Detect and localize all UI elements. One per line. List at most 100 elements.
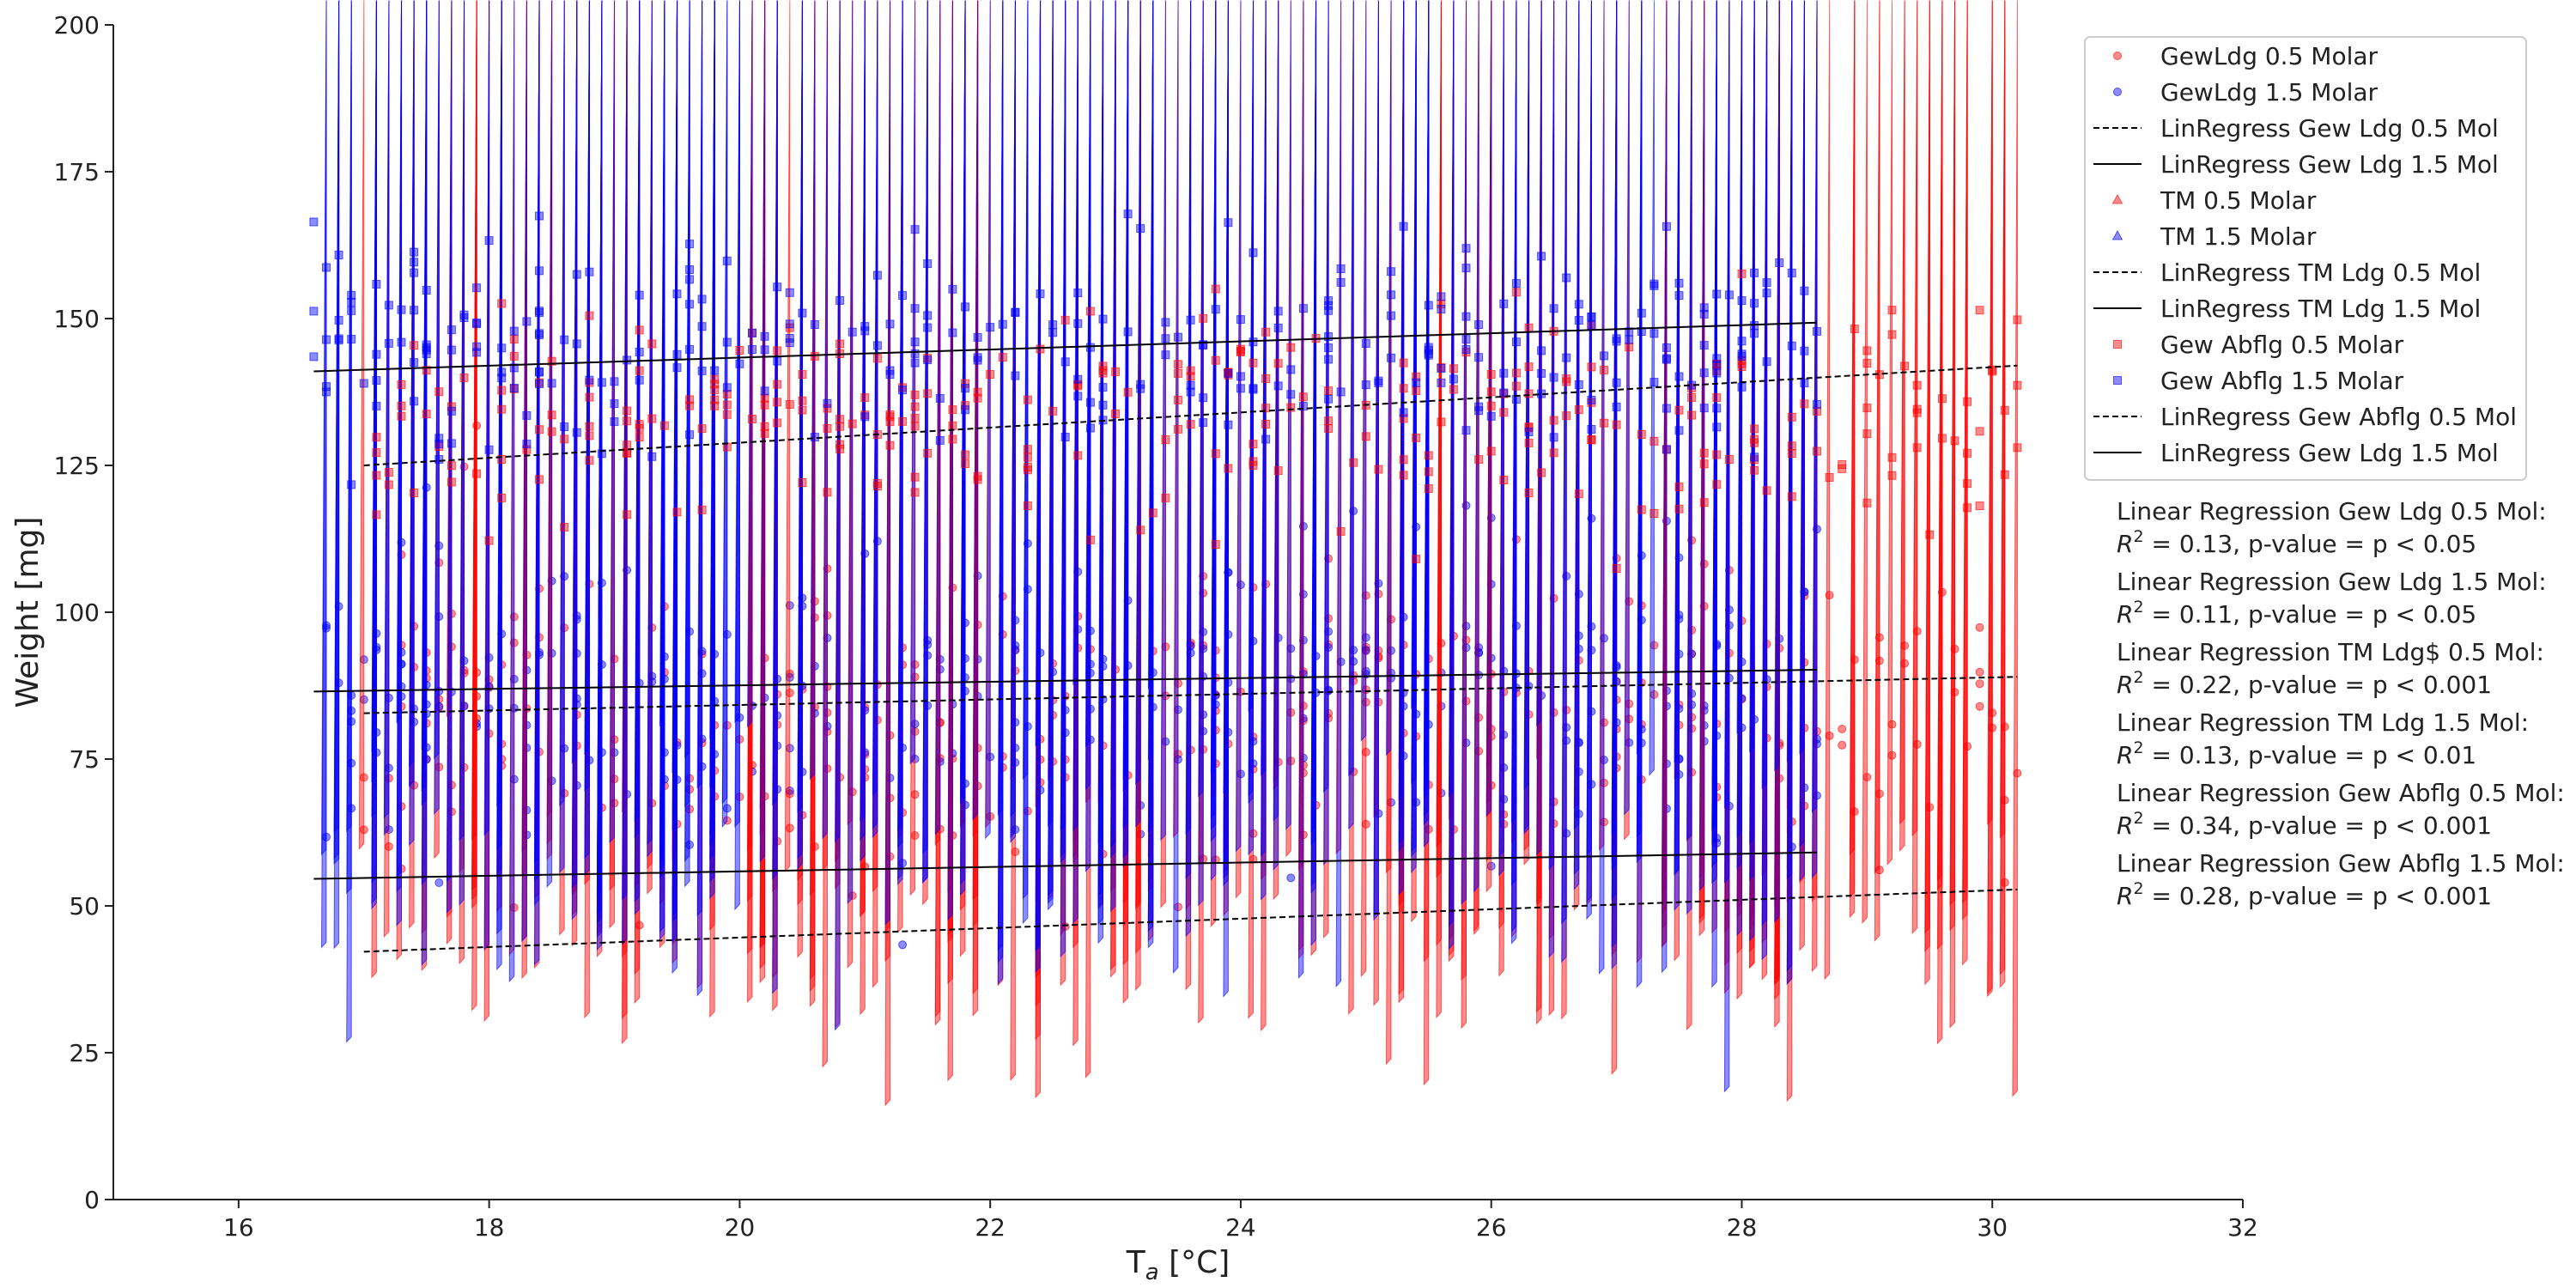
- data-point: [923, 355, 933, 365]
- data-point: [1975, 623, 1984, 632]
- data-point: [910, 225, 920, 234]
- data-point: [1185, 0, 1192, 879]
- data-point: [798, 308, 807, 318]
- regression-line: [363, 364, 2018, 466]
- data-point: [1661, 0, 1668, 974]
- legend-entry: GewLdg 0.5 Molar: [2113, 42, 2379, 70]
- data-point: [872, 270, 882, 280]
- data-point: [696, 0, 703, 789]
- data-point: [1600, 365, 1608, 374]
- data-point: [746, 0, 753, 728]
- data-point: [635, 348, 644, 356]
- data-point: [760, 422, 769, 431]
- data-point: [1649, 329, 1659, 338]
- data-point: [909, 0, 916, 765]
- data-point: [1387, 290, 1395, 300]
- annotation-stats: R2 = 0.34, p-value = p < 0.001: [2117, 809, 2492, 840]
- data-point: [472, 348, 482, 357]
- data-point: [798, 396, 807, 405]
- data-point: [1286, 365, 1296, 374]
- data-point: [798, 405, 807, 415]
- data-point: [1587, 434, 1596, 444]
- data-point: [1950, 436, 1959, 446]
- data-point: [1298, 392, 1308, 402]
- data-point: [1838, 740, 1847, 750]
- x-tick-label: 22: [975, 1213, 1005, 1242]
- data-point: [1662, 222, 1671, 231]
- data-point: [384, 338, 393, 348]
- data-point: [1612, 334, 1621, 343]
- legend-label: LinRegress Gew Ldg 0.5 Mol: [2160, 114, 2499, 143]
- data-point: [1862, 404, 1872, 413]
- data-point: [1524, 489, 1534, 497]
- data-point: [1924, 0, 1930, 986]
- data-point: [1297, 0, 1304, 980]
- data-point: [1084, 0, 1091, 748]
- data-point: [635, 375, 644, 385]
- data-point: [1862, 429, 1872, 439]
- data-point: [1298, 304, 1308, 313]
- data-point: [1098, 361, 1108, 371]
- data-point: [1774, 0, 1780, 923]
- data-point: [623, 416, 632, 426]
- data-point: [447, 439, 456, 448]
- data-point: [1399, 384, 1408, 393]
- data-point: [422, 366, 431, 375]
- data-point: [1511, 337, 1521, 347]
- data-point: [1749, 0, 1755, 942]
- data-point: [1136, 526, 1145, 535]
- data-point: [447, 345, 456, 355]
- data-point: [1499, 299, 1509, 308]
- data-point: [685, 300, 695, 309]
- data-point: [659, 0, 665, 727]
- data-point: [823, 423, 832, 433]
- legend-entry: LinRegress Gew Abflg 0.5 Mol: [2093, 403, 2517, 431]
- data-point: [1637, 308, 1646, 318]
- data-point: [1762, 486, 1771, 495]
- data-point: [1374, 376, 1383, 386]
- data-point: [722, 390, 732, 398]
- data-point: [560, 522, 569, 532]
- data-point: [910, 390, 920, 399]
- data-point: [685, 401, 695, 410]
- data-point: [635, 433, 644, 442]
- data-point: [734, 0, 740, 828]
- data-point: [522, 410, 532, 420]
- data-point: [923, 323, 933, 332]
- data-point: [710, 366, 720, 375]
- data-point: [635, 325, 644, 335]
- data-point: [722, 400, 732, 410]
- data-point: [1387, 353, 1395, 362]
- data-point: [472, 283, 482, 293]
- data-point: [998, 353, 1007, 362]
- data-point: [1060, 433, 1070, 441]
- data-point: [1699, 341, 1709, 350]
- data-point: [1249, 358, 1258, 368]
- data-point: [1612, 378, 1621, 387]
- data-point: [410, 341, 419, 350]
- data-point: [1761, 0, 1768, 961]
- data-point: [910, 349, 920, 358]
- axes-layer: 16 18 20 22 24 26 28 30 32 0 25 50 75 100 125 150 175 200: [54, 11, 2258, 1242]
- data-point: [546, 0, 553, 889]
- data-point: [560, 434, 569, 444]
- data-point: [697, 366, 707, 375]
- data-point: [1849, 0, 1856, 856]
- data-point: [1825, 473, 1834, 482]
- data-point: [685, 395, 695, 404]
- data-point: [872, 0, 878, 829]
- data-point: [1674, 483, 1684, 491]
- data-point: [1936, 0, 1943, 1045]
- data-point: [1698, 0, 1705, 891]
- data-point: [1336, 387, 1346, 397]
- data-point: [1199, 313, 1208, 323]
- data-point: [785, 319, 794, 329]
- data-point: [309, 307, 319, 316]
- data-point: [410, 247, 419, 257]
- data-point: [1085, 423, 1095, 433]
- data-point: [1562, 411, 1571, 421]
- data-point: [333, 0, 340, 860]
- data-point: [1324, 394, 1334, 404]
- data-point: [1549, 373, 1558, 382]
- data-point: [1198, 0, 1204, 798]
